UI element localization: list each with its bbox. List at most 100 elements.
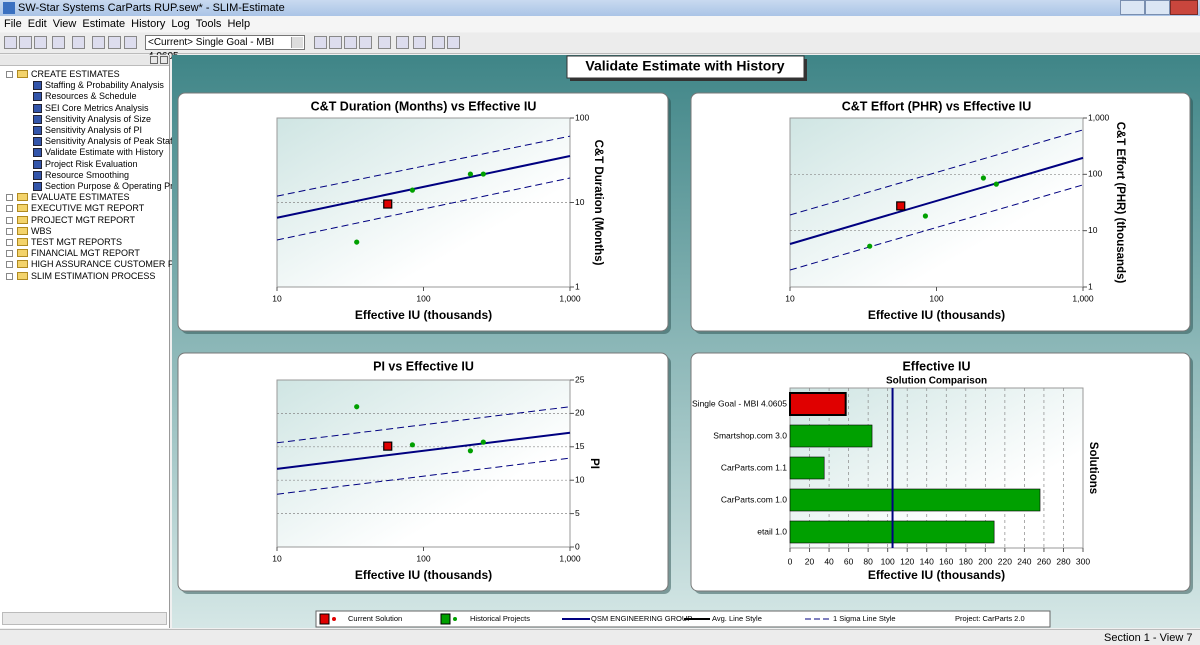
tree-item[interactable]: Validate Estimate with History (45, 147, 164, 158)
tree-item[interactable]: Section Purpose & Operating Pr (45, 181, 174, 191)
tree-item[interactable]: SLIM ESTIMATION PROCESS (31, 270, 156, 281)
toolbar-button[interactable] (344, 36, 357, 49)
menu-item[interactable]: History (131, 18, 166, 30)
toolbar-button[interactable] (19, 36, 32, 49)
folder-icon (17, 193, 28, 202)
x-axis-label: Effective IU (thousands) (868, 308, 1005, 322)
sigma-line (789, 129, 1084, 216)
sigma-line (789, 184, 1084, 271)
expand-box[interactable] (6, 272, 13, 280)
category-label: CarParts.com 1.0 (721, 494, 787, 504)
tree-item[interactable]: EXECUTIVE MGT REPORT (31, 203, 145, 214)
folder-icon (17, 215, 28, 224)
expand-box[interactable] (6, 239, 13, 246)
close-pane-button[interactable] (160, 56, 168, 64)
expand-box[interactable] (6, 227, 13, 235)
tree-item[interactable]: EVALUATE ESTIMATES (31, 192, 130, 203)
expand-box[interactable] (6, 216, 13, 224)
x-tick-label: 120 (900, 556, 914, 566)
x-tick-label: 10 (272, 553, 282, 563)
toolbar-button[interactable] (52, 36, 65, 49)
toolbar-button[interactable] (124, 36, 137, 49)
folder-icon (17, 238, 28, 246)
toolbar-button[interactable] (413, 36, 426, 49)
tree-item[interactable]: Resources & Schedule (45, 91, 137, 102)
toolbar-button[interactable] (447, 36, 460, 49)
history-point (980, 175, 987, 181)
tree-item[interactable]: SEI Core Metrics Analysis (45, 102, 149, 113)
y-tick-label: 100 (1088, 169, 1102, 179)
x-axis-label: Effective IU (thousands) (868, 568, 1005, 582)
tree-item[interactable]: TEST MGT REPORTS (31, 237, 123, 247)
menu-item[interactable]: Log (171, 18, 190, 30)
chart-subtitle: Solution Comparison (886, 376, 987, 387)
toolbar-button[interactable] (34, 36, 47, 49)
tree-item[interactable]: Resource Smoothing (45, 169, 130, 180)
toolbar-button[interactable] (378, 36, 391, 49)
legend-label: Current Solution (348, 614, 402, 623)
folder-icon (17, 70, 28, 78)
menu-item[interactable]: Estimate (82, 18, 126, 30)
toolbar-button[interactable] (359, 36, 372, 49)
tree-item[interactable]: Sensitivity Analysis of Peak Staf (45, 136, 173, 147)
legend-swatch (332, 617, 336, 621)
x-tick-label: 100 (416, 293, 430, 303)
toolbar-button[interactable] (329, 36, 342, 49)
tree-item[interactable]: FINANCIAL MGT REPORT (31, 248, 140, 259)
x-tick-label: 200 (978, 556, 992, 566)
expand-box[interactable] (6, 261, 13, 269)
dropdown-arrow[interactable] (291, 37, 303, 48)
tree-item[interactable]: CREATE ESTIMATES (31, 69, 120, 79)
toolbar-button[interactable] (432, 36, 445, 49)
tree-item[interactable]: WBS (31, 225, 52, 236)
chart-title: C&T Effort (PHR) vs Effective IU (842, 99, 1032, 113)
menu-item[interactable]: Edit (27, 18, 47, 30)
horizontal-scrollbar[interactable] (2, 612, 167, 625)
category-label: Single Goal - MBI 4.0605 (692, 398, 787, 408)
y-tick-label: 20 (575, 408, 585, 418)
expand-box[interactable] (6, 250, 13, 258)
x-axis-label: Effective IU (thousands) (355, 308, 492, 322)
bar (789, 424, 873, 448)
pin-button[interactable] (150, 56, 158, 64)
x-tick-label: 10 (272, 293, 282, 303)
chart-title: PI vs Effective IU (373, 359, 474, 373)
tree-item[interactable]: Sensitivity Analysis of PI (45, 125, 143, 135)
y-tick-label: 100 (575, 112, 589, 122)
menu-item[interactable]: Tools (195, 18, 222, 30)
minimize-button[interactable] (1120, 0, 1145, 15)
tree-item[interactable]: HIGH ASSURANCE CUSTOMER P (31, 259, 174, 270)
toolbar-button[interactable] (396, 36, 409, 49)
navigation-tree: CREATE ESTIMATES Staffing & Probability A… (0, 55, 174, 628)
legend-label: Project: CarParts 2.0 (955, 614, 1025, 623)
tree-item[interactable]: Sensitivity Analysis of Size (45, 113, 152, 124)
expand-box[interactable] (6, 194, 13, 202)
sigma-line (276, 135, 571, 197)
toolbar-button[interactable] (314, 36, 327, 49)
toolbar-button[interactable] (4, 36, 17, 49)
history-point (467, 171, 474, 177)
tree-item[interactable]: Project Risk Evaluation (45, 158, 138, 169)
expand-box[interactable] (6, 71, 13, 78)
close-button[interactable] (1170, 0, 1198, 15)
plot-area (789, 117, 1084, 288)
tree-item[interactable]: PROJECT MGT REPORT (31, 214, 136, 225)
menu-item[interactable]: Help (227, 18, 251, 30)
history-point (480, 171, 486, 177)
toolbar-button[interactable] (72, 36, 85, 49)
maximize-button[interactable] (1145, 0, 1170, 15)
x-tick-label: 160 (939, 556, 953, 566)
y-tick-label: 10 (575, 474, 585, 484)
expand-box[interactable] (6, 205, 13, 213)
tree-item[interactable]: Staffing & Probability Analysis (45, 80, 164, 91)
chart-title: Effective IU (902, 359, 970, 373)
menu-item[interactable]: View (52, 18, 77, 30)
toolbar-button[interactable] (92, 36, 105, 49)
x-tick-label: 280 (1056, 556, 1070, 566)
x-tick-label: 40 (824, 556, 834, 566)
toolbar-button[interactable] (108, 36, 121, 49)
menu-item[interactable]: File (4, 18, 22, 30)
chart-title: C&T Duration (Months) vs Effective IU (311, 99, 537, 113)
history-point (993, 181, 999, 187)
